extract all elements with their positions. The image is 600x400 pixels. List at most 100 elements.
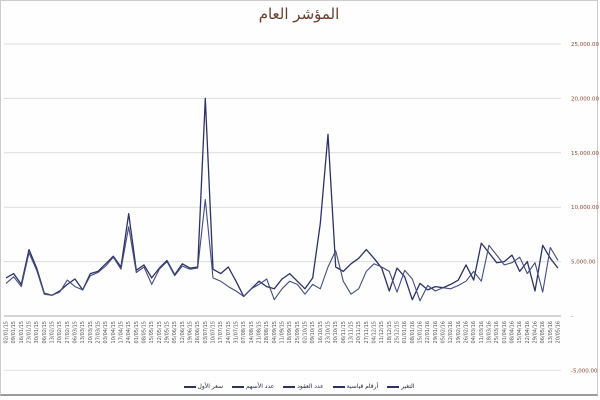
x-tick-label: 21/08/15 [257,321,263,343]
x-tick-label: 18/09/15 [287,321,293,343]
x-tick-label: 27/02/15 [65,321,71,343]
x-tick-label: 23/01/15 [27,321,33,343]
x-tick-label: 28/08/15 [264,321,270,343]
y-tick-label: -5,000.00 [571,368,598,374]
x-tick-label: 29/01/16 [433,321,439,343]
x-tick-label: 25/09/15 [295,321,301,343]
x-tick-label: 05/06/15 [172,321,178,343]
x-tick-label: 27/03/15 [96,321,102,343]
x-tick-label: 31/07/15 [234,321,240,343]
legend-line-marker-icon [387,385,400,388]
legend-label: أرقام قياسية [346,383,379,390]
x-tick-label: 13/03/15 [80,321,86,343]
chart-legend: التغير أرقام قياسية عدد العقود عدد الأسهم سع… [1,383,597,390]
x-tick-label: 12/02/16 [448,321,454,343]
legend-line-marker-icon [332,385,345,388]
legend-item: سعر الأول [183,383,224,390]
legend-item: عدد العقود [283,383,324,390]
legend-line-marker-icon [183,385,196,388]
x-tick-label: 18/12/15 [387,321,393,343]
x-tick-label: 17/04/15 [119,321,125,343]
legend-label: عدد الأسهم [246,383,275,390]
legend-item: أرقام قياسية [332,383,379,390]
y-tick-label: 10,000.00 [571,205,599,211]
x-tick-label: 10/04/15 [111,321,117,343]
x-tick-label: 19/02/16 [456,321,462,343]
x-tick-label: 06/02/15 [42,321,48,343]
x-tick-label: 08/01/16 [410,321,416,343]
x-tick-label: 22/04/16 [525,321,531,343]
x-tick-label: 18/03/16 [487,321,493,343]
y-tick-label: 5,000.00 [571,260,596,266]
series-line [5,199,559,302]
x-tick-label: 11/09/15 [280,321,286,343]
y-tick-label: 15,000.00 [571,151,599,157]
x-tick-label: 07/08/15 [241,321,247,343]
x-tick-label: 26/02/16 [464,321,470,343]
x-tick-label: 15/01/16 [418,321,424,343]
x-tick-label: 02/10/15 [303,321,309,343]
x-tick-label: 06/11/15 [341,321,347,343]
x-tick-label: 24/07/15 [226,321,232,343]
legend-line-marker-icon [283,385,296,388]
x-tick-label: 01/05/15 [134,321,140,343]
legend-label: سعر الأول [197,383,224,390]
x-tick-label: 17/07/15 [218,321,224,343]
x-tick-label: 11/03/16 [479,321,485,343]
legend-item: التغير [387,383,415,390]
x-tick-label: 04/09/15 [272,321,278,343]
x-tick-label: 04/12/15 [372,321,378,343]
x-tick-label: 29/04/16 [533,321,539,343]
x-tick-label: 25/12/15 [395,321,401,343]
y-tick-label: 25,000.00 [571,42,599,48]
x-tick-label: 03/07/15 [203,321,209,343]
x-tick-label: 13/05/16 [548,321,554,343]
x-tick-label: 09/01/15 [11,321,17,343]
x-tick-label: 16/10/15 [318,321,324,343]
x-tick-label: 25/03/16 [494,321,500,343]
x-tick-label: 15/04/16 [517,321,523,343]
x-tick-label: 01/01/16 [402,321,408,343]
x-tick-label: 29/05/15 [165,321,171,343]
x-tick-label: 24/04/15 [126,321,132,343]
x-tick-label: 12/06/15 [180,321,186,343]
x-tick-label: 09/10/15 [310,321,316,343]
x-tick-label: 20/03/15 [88,321,94,343]
x-tick-label: 08/05/15 [142,321,148,343]
x-tick-label: 20/05/16 [556,321,562,343]
x-tick-label: 30/01/15 [34,321,40,343]
x-tick-label: 13/11/15 [349,321,355,343]
x-tick-label: 22/05/15 [157,321,163,343]
x-tick-label: 27/11/15 [364,321,370,343]
x-tick-label: 11/12/15 [379,321,385,343]
x-tick-label: 16/01/15 [19,321,25,343]
x-tick-label: 20/11/15 [356,321,362,343]
x-tick-label: 04/03/16 [471,321,477,343]
x-tick-label: 14/08/15 [249,321,255,343]
chart-canvas: 25,000.00 20,000.00 15,000.00 10,000.00 5,00… [4,42,600,374]
y-tick-label: 20,000.00 [571,96,599,102]
x-tick-label: 23/10/15 [326,321,332,343]
x-tick-label: 05/02/16 [441,321,447,343]
x-tick-label: 03/04/15 [103,321,109,343]
y-tick-label: - [571,314,573,320]
x-tick-label: 22/01/16 [425,321,431,343]
x-tick-label: 20/02/15 [57,321,63,343]
legend-line-marker-icon [232,385,245,388]
x-tick-label: 01/04/16 [502,321,508,343]
x-tick-label: 26/06/15 [195,321,201,343]
x-tick-label: 13/02/15 [50,321,56,343]
legend-label: التغير [401,383,415,390]
x-tick-label: 06/05/16 [540,321,546,343]
x-tick-label: 10/07/15 [211,321,217,343]
chart-title: المؤشر العام [258,5,340,23]
x-tick-label: 15/05/15 [149,321,155,343]
legend-label: عدد العقود [297,383,324,390]
x-tick-label: 30/10/15 [333,321,339,343]
x-tick-label: 06/03/15 [73,321,79,343]
x-tick-label: 02/01/15 [4,321,10,343]
x-tick-label: 19/06/15 [188,321,194,343]
x-tick-label: 08/04/16 [510,321,516,343]
series-line [5,97,559,301]
